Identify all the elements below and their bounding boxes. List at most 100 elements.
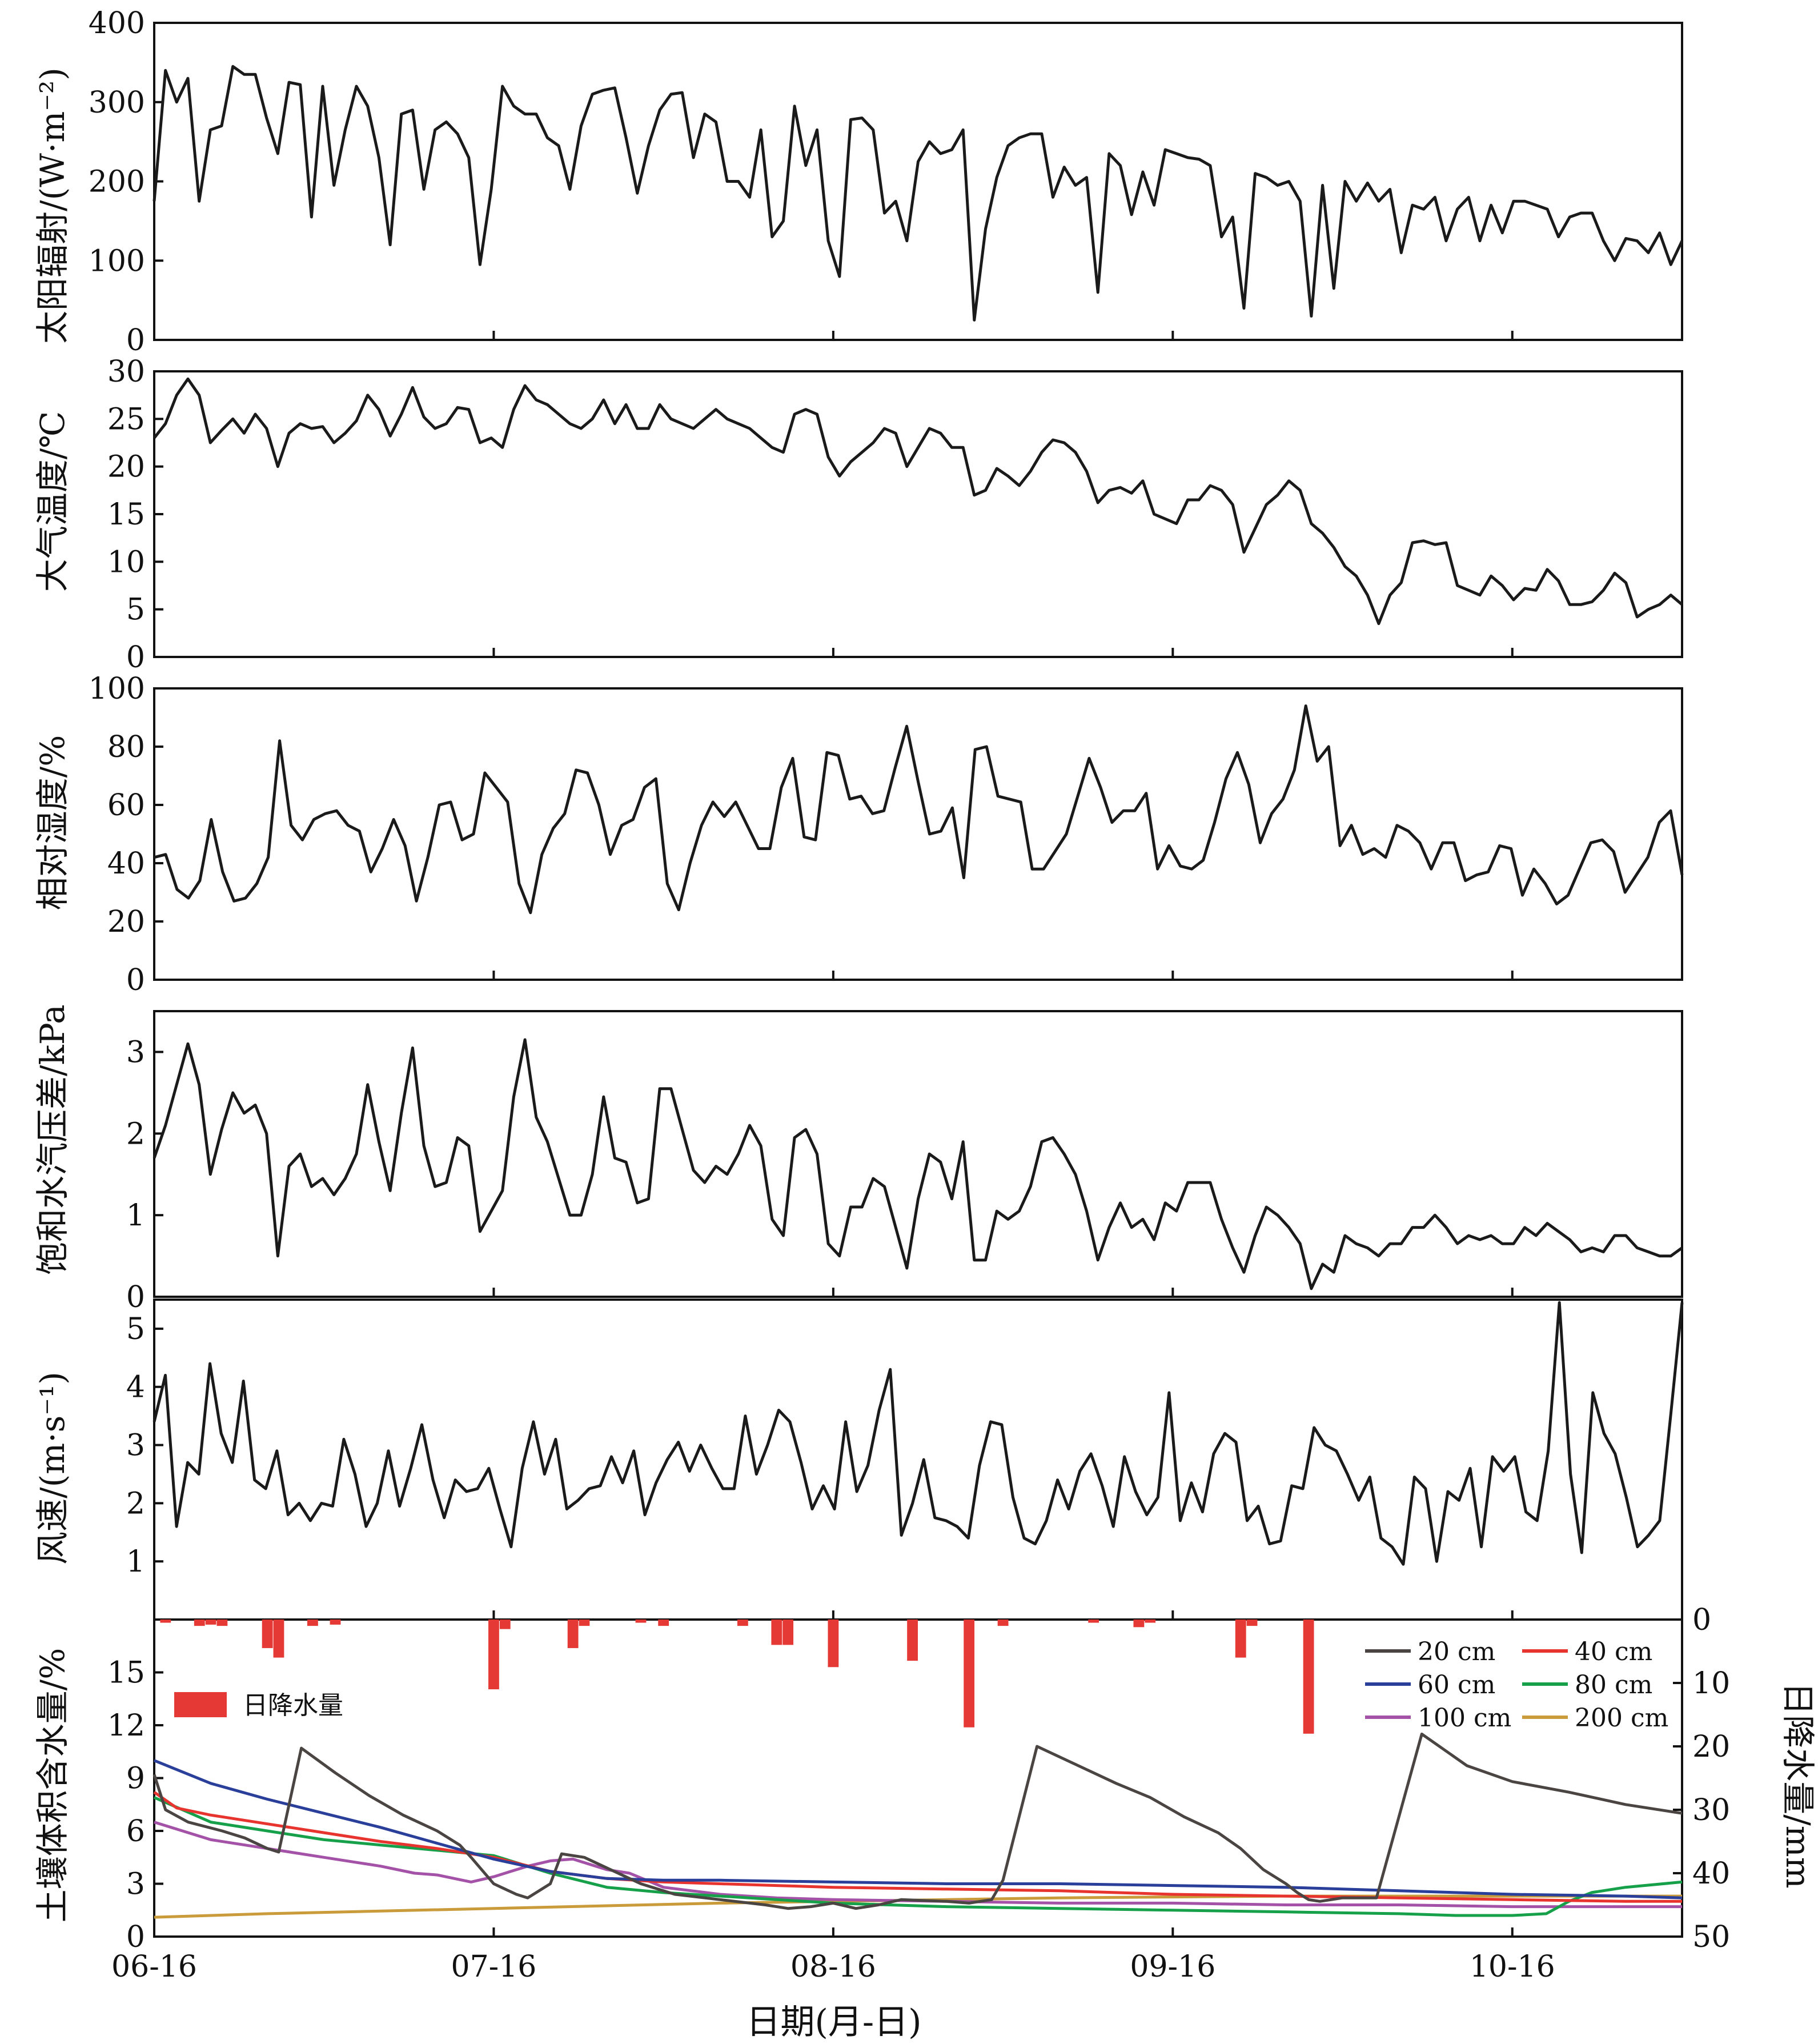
rain-bar	[1303, 1620, 1314, 1734]
y-axis-label: 太阳辐射/(W·m⁻²)	[33, 67, 72, 344]
series-line	[152, 1301, 1684, 1566]
y2-tick-label: 0	[1692, 1603, 1711, 1637]
series-line	[153, 377, 1683, 626]
y-tick-label: 0	[126, 1280, 145, 1314]
y-tick-label: 3	[126, 1035, 145, 1069]
y-tick-label: 0	[126, 640, 145, 675]
series-line-60cm	[154, 1759, 1683, 1899]
rain-bar	[635, 1620, 647, 1623]
y-tick-label: 5	[126, 1312, 145, 1346]
legend-label: 20 cm	[1418, 1637, 1495, 1666]
y-tick-label: 20	[107, 450, 145, 484]
legend-label: 200 cm	[1575, 1704, 1668, 1733]
legend-swatch-rain	[174, 1692, 227, 1717]
legend-label-rain: 日降水量	[243, 1691, 343, 1720]
rain-bar	[262, 1620, 273, 1648]
rain-bar	[964, 1620, 975, 1728]
rain-bar	[1088, 1620, 1099, 1623]
plot-frame	[153, 370, 1683, 658]
y-axis-label: 大气温度/℃	[33, 411, 72, 592]
series-line	[152, 65, 1684, 322]
series-line-80cm	[154, 1796, 1683, 1917]
y-tick-label: 1	[126, 1545, 145, 1579]
rain-bar	[194, 1620, 205, 1626]
y-tick-label: 3	[126, 1867, 145, 1902]
rain-bar	[273, 1620, 284, 1658]
y2-tick-label: 10	[1692, 1666, 1730, 1701]
legend: 日降水量 20 cm 40 cm 60 cm 80 cm 100 cm 200 cm	[174, 1637, 1668, 1733]
y-tick-label: 2	[126, 1117, 145, 1151]
y-tick-label: 100	[89, 244, 145, 278]
y-axis-label: 土壤体积含水量/%	[33, 1648, 72, 1923]
x-tick-label: 10-16	[1470, 1950, 1555, 1984]
rain-bar	[997, 1620, 1009, 1626]
y-axis-label: 相对湿度/%	[33, 735, 72, 911]
y-tick-label: 40	[107, 847, 145, 881]
y-tick-label: 6	[126, 1814, 145, 1849]
y-tick-label: 2	[126, 1486, 145, 1521]
x-tick-label: 07-16	[451, 1950, 536, 1984]
panel-air-temperature: 大气温度/℃ 0 5 10 15 20 25 30	[33, 355, 1683, 675]
series-line	[152, 1038, 1683, 1290]
y2-tick-label: 40	[1692, 1857, 1730, 1891]
plot-frame	[153, 687, 1683, 981]
x-tick-label: 06-16	[111, 1950, 197, 1984]
rain-bar	[330, 1620, 341, 1625]
panel-relative-humidity: 相对湿度/% 0 20 40 60 80 100	[33, 672, 1684, 997]
y2-tick-label: 30	[1692, 1793, 1730, 1827]
y-tick-label: 10	[107, 545, 145, 579]
y-tick-label: 9	[126, 1762, 145, 1796]
y-tick-label: 5	[126, 593, 145, 627]
y-tick-label: 80	[107, 730, 145, 764]
rain-bar	[216, 1620, 228, 1626]
y-tick-label: 15	[107, 1656, 145, 1690]
legend-label: 60 cm	[1418, 1670, 1495, 1700]
y-tick-label: 12	[107, 1709, 145, 1743]
rain-bar	[828, 1620, 839, 1668]
y-tick-label: 0	[126, 323, 145, 358]
y-axis-label: 风速/(m·s⁻¹)	[33, 1372, 72, 1565]
rain-bar	[1246, 1620, 1258, 1626]
x-axis-label: 日期(月-日)	[746, 2002, 921, 2042]
y-tick-label: 25	[107, 402, 145, 436]
panel-wind-speed: 风速/(m·s⁻¹) 1 2 3 4 5	[33, 1298, 1684, 1621]
y-tick-label: 400	[89, 6, 145, 41]
rain-bar	[782, 1620, 794, 1645]
rain-bar	[579, 1620, 590, 1626]
panel-vapor-pressure-deficit: 饱和水汽压差/kPa 0 1 2 3	[33, 1004, 1683, 1314]
x-tick-label: 09-16	[1130, 1950, 1215, 1984]
series-line-200cm	[154, 1894, 1682, 1919]
rain-bar	[658, 1620, 669, 1626]
y2-tick-label: 50	[1692, 1920, 1730, 1954]
legend-label: 40 cm	[1575, 1637, 1652, 1666]
series-line-20cm	[152, 1732, 1683, 1910]
rain-bar	[488, 1620, 499, 1690]
series-line-100cm	[154, 1821, 1682, 1909]
legend-label: 80 cm	[1575, 1670, 1652, 1700]
rain-bar	[567, 1620, 579, 1648]
series-line	[154, 704, 1684, 915]
y-tick-label: 20	[107, 905, 145, 939]
y-tick-label: 100	[89, 672, 145, 706]
plot-frame	[153, 1298, 1683, 1621]
rain-bar	[1133, 1620, 1145, 1628]
y2-axis-label: 日降水量/mm	[1779, 1682, 1817, 1889]
y-axis-label: 饱和水汽压差/kPa	[33, 1004, 72, 1275]
rain-bar	[307, 1620, 318, 1626]
x-tick-label: 08-16	[790, 1950, 876, 1984]
rain-bar	[1145, 1620, 1156, 1623]
panel-solar-radiation: 太阳辐射/(W·m⁻²) 0 100 200 300 400	[33, 6, 1684, 358]
rain-bar	[160, 1620, 171, 1623]
series-line-40cm	[153, 1791, 1682, 1903]
y-tick-label: 1	[126, 1199, 145, 1233]
y-tick-label: 200	[89, 165, 145, 199]
y-tick-label: 30	[107, 355, 145, 389]
y-tick-label: 0	[126, 1920, 145, 1954]
rain-bar	[771, 1620, 782, 1645]
plot-frame	[153, 1010, 1683, 1298]
y-tick-label: 3	[126, 1429, 145, 1463]
rain-bar	[499, 1620, 511, 1629]
rain-bar	[205, 1620, 216, 1625]
